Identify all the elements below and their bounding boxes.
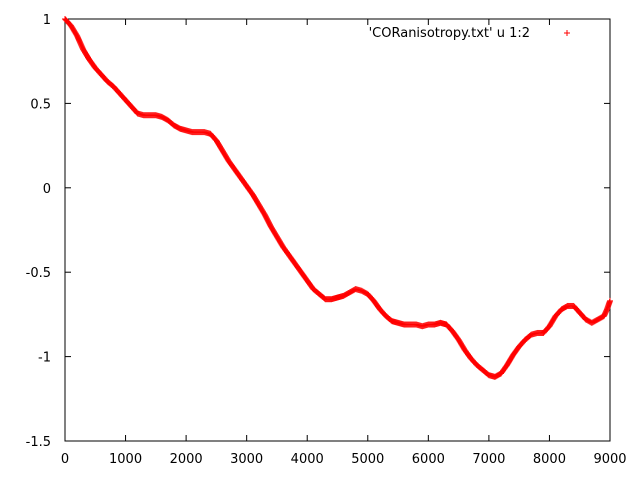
x-tick-label: 1000 (109, 452, 142, 467)
legend: 'CORanisotropy.txt' u 1:2 (369, 26, 570, 41)
y-tick-label: 1 (43, 13, 51, 28)
x-tick-label: 7000 (472, 452, 505, 467)
y-tick-label: -0.5 (26, 266, 51, 281)
x-tick-label: 9000 (593, 452, 626, 467)
series-layer (62, 16, 613, 380)
y-tick-label: 0 (43, 182, 51, 197)
tick-labels: 0 1000 2000 3000 4000 5000 6000 7000 8000 9000 1 0.… (26, 13, 627, 467)
x-tick-label: 4000 (291, 452, 324, 467)
legend-marker-icon (564, 30, 570, 36)
x-tick-label: 8000 (533, 452, 566, 467)
x-tick-label: 2000 (170, 452, 203, 467)
data-point (607, 297, 613, 304)
x-tick-label: 5000 (351, 452, 384, 467)
legend-label: 'CORanisotropy.txt' u 1:2 (369, 26, 530, 41)
y-tick-label: -1.5 (26, 435, 51, 450)
legend-plus-marker (564, 30, 570, 36)
axis-ticks (64, 18, 611, 442)
x-tick-label: 0 (61, 452, 69, 467)
x-tick-label: 3000 (230, 452, 263, 467)
x-tick-label: 6000 (412, 452, 445, 467)
y-tick-label: 0.5 (30, 97, 51, 112)
plot-frame (64, 18, 611, 442)
y-tick-label: -1 (38, 351, 51, 366)
